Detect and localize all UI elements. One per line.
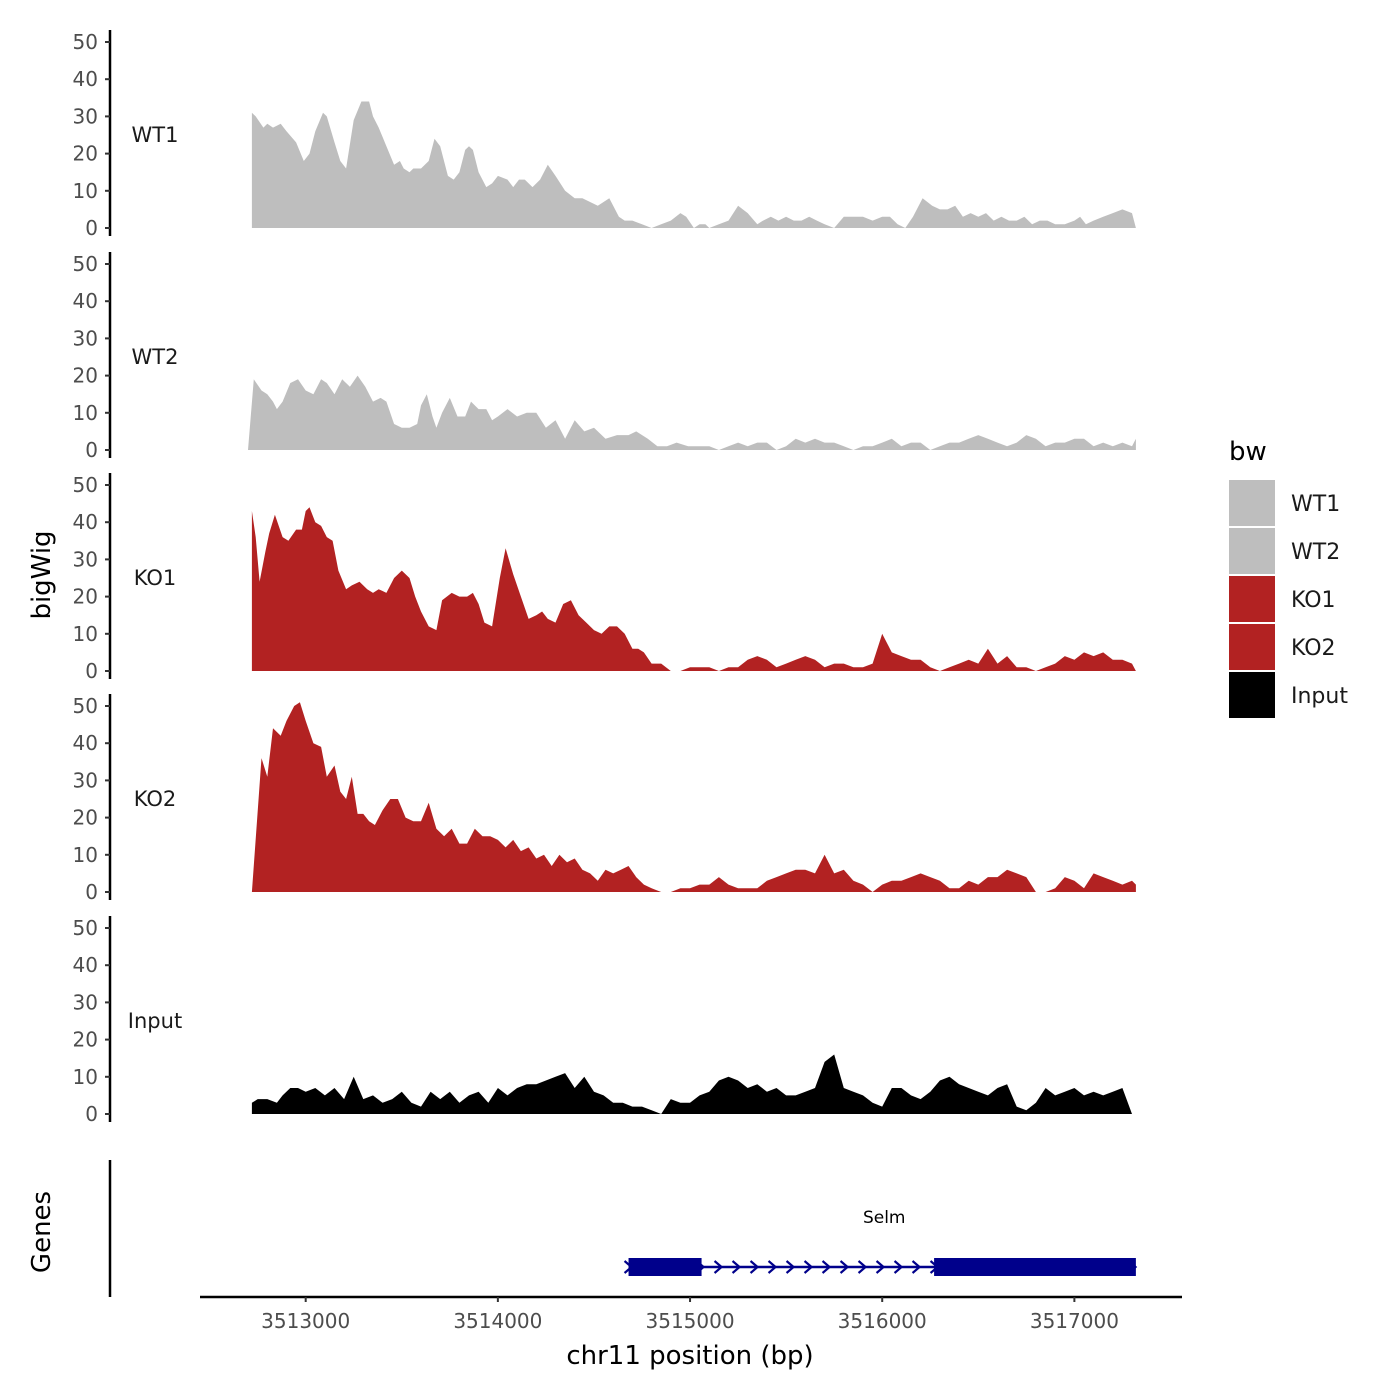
strand-chevron — [785, 1260, 796, 1274]
track-label-ko2: KO2 — [134, 787, 177, 811]
y-tick-label: 50 — [73, 473, 98, 497]
y-tick-label: 40 — [73, 67, 98, 91]
legend-label-ko2: KO2 — [1291, 636, 1336, 661]
track-label-wt1: WT1 — [132, 123, 179, 147]
gene-exon — [628, 1258, 702, 1276]
track-wt2: 0 10 20 30 40 50 WT2 — [73, 252, 1136, 462]
area-wt1 — [251, 101, 1136, 228]
legend-key-ko2 — [1229, 624, 1275, 670]
y-tick-label: 40 — [73, 953, 98, 977]
y-tick-label: 10 — [73, 401, 98, 425]
y-tick-label: 30 — [73, 768, 98, 792]
track-label-ko1: KO1 — [134, 566, 177, 590]
y-tick-label: 40 — [73, 731, 98, 755]
legend-key-input — [1229, 672, 1275, 718]
strand-chevron — [731, 1260, 742, 1274]
area-ko2 — [251, 702, 1136, 892]
x-axis: 3513000 3514000 3515000 3516000 3517000 — [200, 1295, 1182, 1333]
area-ko1 — [251, 507, 1136, 671]
genes-axis-title: Genes — [27, 1191, 57, 1273]
x-axis-title: chr11 position (bp) — [566, 1341, 813, 1371]
legend-key-ko1 — [1229, 576, 1275, 622]
y-tick-label: 20 — [73, 364, 98, 388]
legend: bw WT1 WT2 KO1 KO2 Input — [1229, 437, 1348, 718]
strand-chevron — [749, 1260, 760, 1274]
legend-title: bw — [1229, 437, 1267, 467]
track-wt1: 0 10 20 30 40 50 WT1 — [73, 30, 1136, 240]
strand-chevron — [839, 1260, 850, 1274]
y-tick-label: 50 — [73, 252, 98, 276]
track-label-input: Input — [128, 1009, 182, 1033]
y-tick-label: 0 — [85, 659, 98, 683]
strand-chevron — [803, 1260, 814, 1274]
legend-label-input: Input — [1291, 684, 1348, 709]
y-tick-label: 40 — [73, 289, 98, 313]
strand-chevron — [893, 1260, 904, 1274]
y-axis-title: bigWig — [27, 530, 57, 619]
track-label-wt2: WT2 — [132, 345, 179, 369]
legend-label-wt1: WT1 — [1291, 492, 1340, 517]
strand-chevron — [875, 1260, 886, 1274]
x-tick-label: 3517000 — [1030, 1309, 1119, 1333]
strand-chevron — [821, 1260, 832, 1274]
legend-label-ko1: KO1 — [1291, 588, 1336, 613]
signal-tracks: 0 10 20 30 40 50 WT1 0 10 20 30 40 50 WT2 0 10 20 30 40 50 K… — [73, 30, 1136, 1126]
y-tick-label: 30 — [73, 104, 98, 128]
y-tick-label: 0 — [85, 216, 98, 240]
y-tick-label: 30 — [73, 326, 98, 350]
y-tick-label: 10 — [73, 843, 98, 867]
strand-chevron — [911, 1260, 922, 1274]
y-tick-label: 50 — [73, 30, 98, 54]
x-tick-label: 3513000 — [261, 1309, 350, 1333]
y-tick-label: 10 — [73, 179, 98, 203]
y-tick-label: 10 — [73, 622, 98, 646]
area-input — [251, 1054, 1132, 1114]
legend-key-wt1 — [1229, 480, 1275, 526]
x-tick-label: 3514000 — [453, 1309, 542, 1333]
y-tick-label: 20 — [73, 806, 98, 830]
y-tick-label: 0 — [85, 1102, 98, 1126]
strand-chevron — [857, 1260, 868, 1274]
y-tick-label: 0 — [85, 438, 98, 462]
strand-chevron — [713, 1260, 724, 1274]
track-ko2: 0 10 20 30 40 50 KO2 — [73, 694, 1136, 904]
area-wt2 — [248, 375, 1136, 450]
legend-key-wt2 — [1229, 528, 1275, 574]
x-tick-label: 3515000 — [646, 1309, 735, 1333]
gene-name-label: Selm — [863, 1208, 906, 1228]
y-tick-label: 30 — [73, 547, 98, 571]
genes-panel: Selm — [108, 1160, 1138, 1297]
y-tick-label: 0 — [85, 880, 98, 904]
track-input: 0 10 20 30 40 50 Input — [73, 916, 1132, 1126]
y-tick-label: 20 — [73, 1028, 98, 1052]
x-tick-label: 3516000 — [838, 1309, 927, 1333]
legend-label-wt2: WT2 — [1291, 540, 1340, 565]
y-tick-label: 40 — [73, 510, 98, 534]
y-tick-label: 20 — [73, 142, 98, 166]
y-tick-label: 50 — [73, 916, 98, 940]
track-ko1: 0 10 20 30 40 50 KO1 — [73, 473, 1136, 683]
gene-exon — [934, 1258, 1136, 1276]
y-tick-label: 50 — [73, 694, 98, 718]
y-tick-label: 20 — [73, 585, 98, 609]
y-tick-label: 10 — [73, 1065, 98, 1089]
y-tick-label: 30 — [73, 990, 98, 1014]
strand-chevron — [767, 1260, 778, 1274]
